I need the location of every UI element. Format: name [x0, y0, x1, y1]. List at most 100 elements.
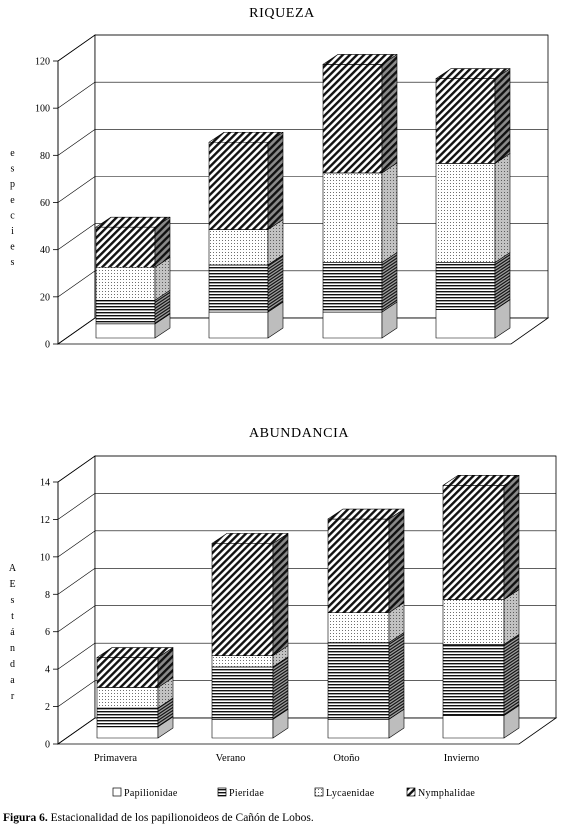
legend-swatch-lycaenidae	[314, 787, 324, 797]
bar-side-face	[503, 634, 520, 716]
bar-segment-invierno-lycaenidae	[442, 589, 520, 645]
bar-segment-verano-papilionidae	[208, 301, 284, 339]
bar-side-face	[494, 68, 511, 164]
legend-item-nymphalidae: Nymphalidae	[406, 787, 475, 799]
y-tick-label: 6	[45, 627, 50, 638]
bars	[95, 54, 511, 339]
gridline-left-wall	[57, 455, 96, 483]
bar-segment-verano-pieridae	[208, 254, 284, 313]
y-tick-label: 10	[40, 552, 50, 563]
caption-text: Estacionalidad de los papilionoideos de …	[50, 812, 314, 824]
bar-front-face	[322, 64, 383, 174]
y-tick-label: 14	[40, 478, 50, 489]
bar-front-face	[95, 299, 156, 325]
bar-front-face	[96, 726, 159, 739]
bar-side-face	[388, 508, 405, 613]
legend-swatch-papilionidae	[112, 787, 122, 797]
bar-segment-primavera-lycaenidae	[95, 256, 171, 301]
bar-side-face	[267, 131, 284, 230]
bar-primavera	[95, 216, 171, 339]
caption-label: Figura 6.	[3, 812, 48, 824]
bar-segment-otono-pieridae	[322, 252, 398, 313]
bar-front-face	[96, 707, 159, 728]
bar-segment-otono-lycaenidae	[327, 602, 405, 643]
bar-segment-verano-pieridae	[211, 656, 289, 720]
bar-segment-invierno-pieridae	[442, 634, 520, 716]
gridline-left-wall	[57, 176, 96, 203]
y-axis: 0 20 40 60 80 100 120	[35, 57, 59, 351]
bar-front-face	[208, 264, 269, 313]
y-tick-label: 12	[40, 515, 50, 526]
bar-front-face	[322, 311, 383, 339]
gridline-left-wall	[57, 270, 96, 298]
bar-front-face	[211, 655, 274, 668]
bar-segment-otono-nymphalidae	[327, 508, 405, 613]
bar-front-face	[327, 518, 390, 613]
bar-front-face	[435, 262, 496, 310]
legend-swatch-pieridae	[217, 787, 227, 797]
bar-invierno	[442, 475, 520, 739]
bar-front-face	[96, 687, 159, 709]
chart-walls	[56, 455, 558, 745]
bar-segment-verano-nymphalidae	[208, 131, 284, 230]
gridline-left-wall	[57, 493, 96, 520]
bar-primavera	[96, 647, 174, 739]
bar-front-face	[327, 612, 390, 643]
bar-segment-verano-lycaenidae	[208, 219, 284, 266]
legend-item-pieridae: Pieridae	[217, 787, 264, 799]
y-tick-label: 0	[45, 340, 50, 351]
y-tick-label: 40	[40, 245, 50, 256]
bar-segment-primavera-nymphalidae	[95, 216, 171, 268]
legend: Papilionidae Pieridae Lycaenidae Nymphal…	[112, 787, 475, 799]
legend-label-papilionidae: Papilionidae	[124, 788, 178, 799]
bar-top-face	[327, 508, 405, 520]
bar-segment-primavera-pieridae	[96, 697, 174, 728]
chart-title-riqueza: RIQUEZA	[249, 6, 315, 21]
gridline-left-wall	[57, 642, 96, 670]
bar-top-face	[96, 647, 174, 658]
gridline-left-wall	[57, 34, 96, 62]
bar-side-face	[381, 162, 398, 263]
y-tick-label: 100	[35, 104, 50, 115]
gridline-left-wall	[57, 317, 96, 345]
x-category-label-otono: Otoño	[333, 753, 359, 764]
bar-front-face	[322, 262, 383, 313]
bar-verano	[208, 131, 284, 339]
y-tick-label: 2	[45, 702, 50, 713]
bar-segment-primavera-lycaenidae	[96, 677, 174, 709]
y-tick-label: 80	[40, 151, 50, 162]
bar-segment-verano-nymphalidae	[211, 533, 289, 656]
gridline-left-wall	[57, 530, 96, 558]
bar-segment-invierno-nymphalidae	[442, 475, 520, 600]
y-tick-label: 4	[45, 665, 50, 676]
legend-label-pieridae: Pieridae	[229, 788, 264, 799]
gridline-left-wall	[57, 605, 96, 632]
chart-walls	[56, 34, 550, 345]
bar-segment-invierno-lycaenidae	[435, 153, 511, 263]
bar-otono	[327, 508, 405, 739]
bar-front-face	[442, 485, 505, 600]
bar-front-face	[327, 718, 390, 739]
bar-front-face	[208, 229, 269, 266]
left-wall	[57, 455, 96, 745]
bar-segment-otono-pieridae	[327, 632, 405, 720]
bar-top-face	[208, 131, 284, 143]
gridline-left-wall	[57, 129, 96, 156]
bar-top-face	[442, 475, 520, 486]
bar-front-face	[211, 666, 274, 720]
gridline-left-wall	[57, 568, 96, 595]
legend-item-papilionidae: Papilionidae	[112, 787, 178, 799]
bar-segment-verano-papilionidae	[211, 708, 289, 739]
bar-top-face	[322, 54, 398, 65]
bar-front-face	[327, 642, 390, 720]
bar-front-face	[96, 657, 159, 688]
bar-side-face	[272, 656, 289, 720]
figure-caption: Figura 6. Estacionalidad de los papilion…	[3, 812, 314, 824]
x-category-label-primavera: Primavera	[94, 753, 137, 764]
bar-front-face	[435, 309, 496, 339]
bar-top-face	[435, 68, 511, 79]
x-category-label-verano: Verano	[216, 753, 246, 764]
y-tick-label: 120	[35, 57, 50, 68]
bar-front-face	[442, 599, 505, 645]
